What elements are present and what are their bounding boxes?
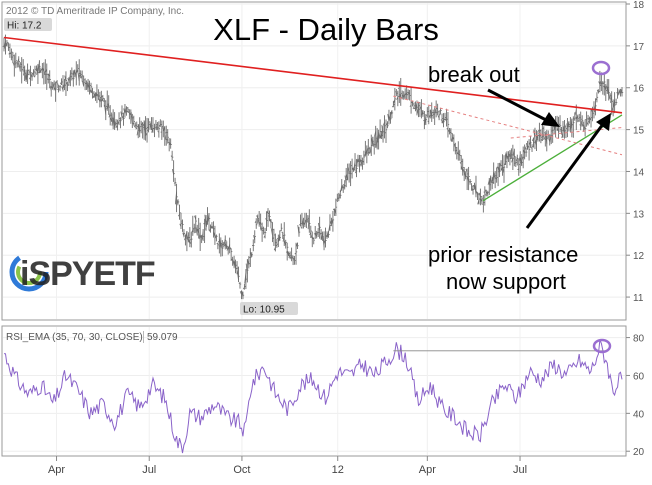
ohlc-bar-open (277, 238, 278, 239)
rsi-last-value: 59.079 (147, 332, 178, 343)
rsi-y-tick-label: 40 (633, 409, 645, 420)
price-y-tick-label: 15 (633, 126, 645, 137)
ohlc-bar-open (203, 223, 204, 224)
price-y-tick-label: 13 (633, 209, 645, 220)
copyright-text: 2012 © TD Ameritrade IP Company, Inc. (6, 6, 184, 17)
x-tick-label: Jul (513, 464, 527, 476)
annotation-prior-resistance: prior resistance (428, 242, 578, 267)
rsi-panel (2, 326, 626, 456)
x-tick-label: 12 (332, 464, 344, 476)
price-y-tick-label: 11 (633, 293, 644, 304)
hi-label: Hi: 17.2 (7, 21, 42, 32)
rsi-legend: RSI_EMA (35, 70, 30, CLOSE) 59.079 (6, 331, 178, 343)
rsi-legend-text: RSI_EMA (35, 70, 30, CLOSE) (6, 332, 143, 343)
ohlc-bar-open (174, 183, 175, 184)
chart-title: XLF - Daily Bars (213, 12, 439, 47)
ohlc-bar-open (136, 129, 137, 130)
ohlc-bar-open (239, 283, 240, 284)
price-y-tick-label: 16 (633, 84, 645, 95)
rsi-y-tick-label: 80 (633, 334, 645, 345)
x-tick-label: Apr (48, 464, 65, 476)
price-y-tick-label: 18 (633, 0, 645, 11)
ohlc-bar-open (565, 127, 566, 128)
ohlc-bar-open (59, 86, 60, 87)
rsi-y-tick-label: 60 (633, 371, 645, 382)
rsi-y-tick-label: 20 (633, 447, 645, 458)
lo-badge: Lo: 10.95 (240, 302, 298, 316)
rsi-legend-divider (143, 331, 144, 343)
price-y-tick-label: 14 (633, 167, 645, 178)
hi-badge: Hi: 17.2 (4, 18, 52, 32)
annotation-break-out: break out (428, 62, 520, 87)
price-y-tick-label: 17 (633, 42, 645, 53)
logo-text: iSPYETF (20, 255, 155, 293)
ohlc-bar-open (428, 121, 429, 122)
ohlc-bar-open (580, 125, 581, 126)
ohlc-bar-open (351, 165, 352, 166)
annotation-now-support: now support (446, 269, 566, 294)
lo-label: Lo: 10.95 (243, 305, 285, 316)
ohlc-bar-open (547, 137, 548, 138)
ispyetf-logo: iSPYETF (12, 255, 155, 293)
x-tick-label: Apr (419, 464, 436, 476)
x-tick-label: Jul (142, 464, 156, 476)
price-y-tick-label: 12 (633, 251, 645, 262)
ohlc-bar-open (155, 128, 156, 129)
x-tick-label: Oct (233, 464, 250, 476)
